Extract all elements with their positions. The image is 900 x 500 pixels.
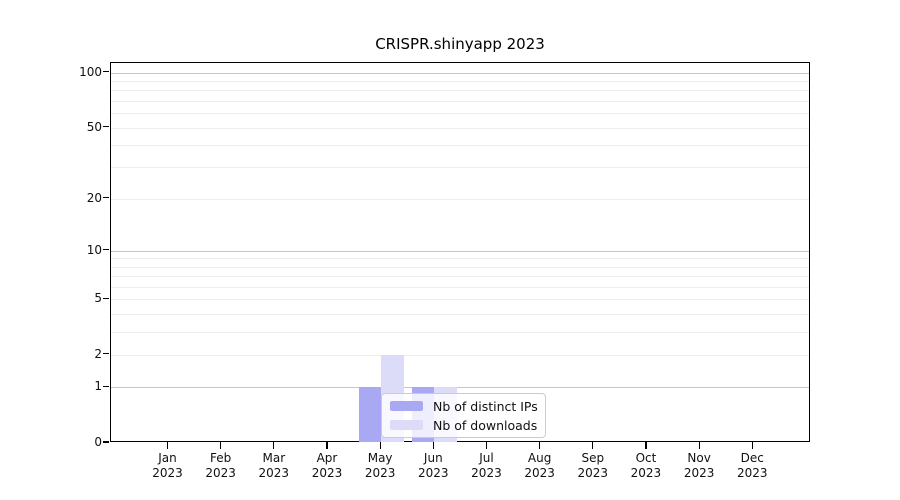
gridline [111,100,809,102]
legend-item-downloads: Nb of downloads [390,418,537,433]
y-tick [103,197,109,199]
x-tick [166,442,169,449]
x-tick [751,442,753,449]
x-tick [485,442,488,449]
x-tick-label-sep: Sep 2023 [577,451,609,480]
legend-swatch-distinct-ips [390,401,423,411]
y-tick [103,71,109,73]
y-tick-label: 1 [94,379,102,394]
y-tick-label: 5 [94,291,102,306]
y-tick [103,249,109,251]
gridline [111,354,809,356]
x-tick [432,442,434,449]
x-tick-label-nov: Nov 2023 [683,451,715,480]
x-tick [379,442,381,449]
legend-label-downloads: Nb of downloads [433,417,538,433]
y-tick-label: 10 [86,242,102,257]
gridline [111,167,809,169]
y-tick-label: 2 [94,346,102,361]
gridline [111,198,809,200]
x-tick-label-may: May 2023 [364,451,396,480]
x-tick-label-jun: Jun 2023 [418,451,449,480]
legend-item-distinct-ips: Nb of distinct IPs [390,398,538,414]
y-tick [103,125,109,128]
bar-may-distinct-ips [358,387,382,442]
x-tick [326,442,328,449]
y-tick-label: 0 [94,435,102,449]
x-tick-label-apr: Apr 2023 [311,451,343,480]
gridline [111,113,809,115]
x-tick [592,442,594,449]
x-tick-label-aug: Aug 2023 [524,451,555,480]
gridline [111,387,809,389]
y-tick-label: 20 [86,190,102,205]
gridline [111,90,809,92]
y-tick-label: 100 [79,64,102,79]
plot-area [110,62,810,442]
gridline [111,266,809,268]
x-tick-label-oct: Oct 2023 [630,451,662,480]
gridline [111,72,809,74]
x-tick-label-feb: Feb 2023 [205,451,236,480]
y-tick-label: 50 [86,119,102,134]
y-tick [103,441,109,443]
gridline [111,250,809,252]
gridline [111,81,809,83]
gridline [111,331,809,333]
x-tick-label-jan: Jan 2023 [152,451,183,480]
x-tick-label-mar: Mar 2023 [258,451,290,480]
gridline [111,286,809,288]
legend: Nb of distinct IPs Nb of downloads [381,393,546,438]
y-tick [103,353,109,355]
gridline [111,299,809,301]
y-tick [103,385,109,387]
gridline [111,276,809,278]
gridline [111,313,809,315]
gridline [111,145,809,147]
x-tick [220,442,222,449]
legend-label-distinct-ips: Nb of distinct IPs [433,398,538,414]
x-tick-label-dec: Dec 2023 [736,451,768,480]
x-tick [273,442,275,449]
x-tick [539,442,541,449]
y-tick [103,297,109,299]
x-tick [645,442,647,449]
gridline [111,127,809,129]
x-tick-label-jul: Jul 2023 [471,451,502,480]
legend-swatch-downloads [390,420,423,430]
gridline [111,258,809,260]
chart-title: CRISPR.shinyapp 2023 [375,35,545,53]
x-tick [698,442,700,449]
